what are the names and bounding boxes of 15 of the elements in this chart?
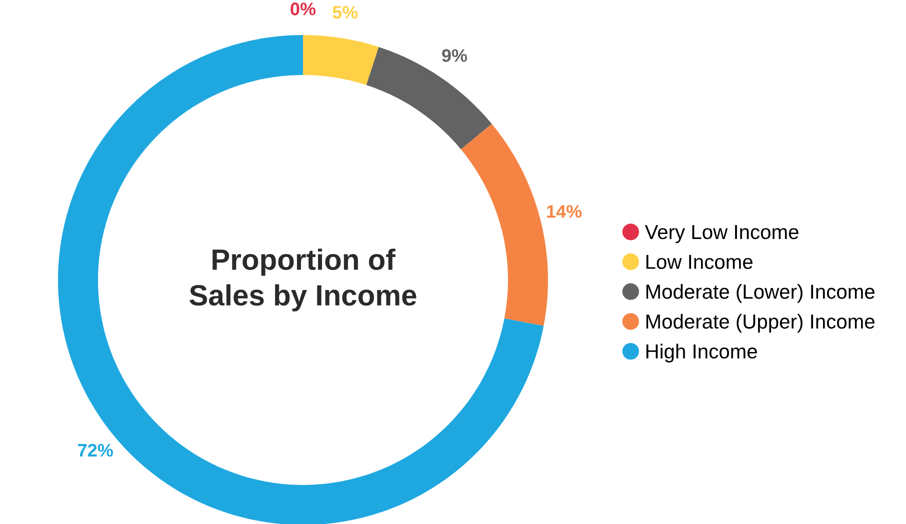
legend-label: Moderate (Lower) Income — [646, 284, 874, 303]
donut-slice — [58, 35, 544, 524]
legend-label: Low Income — [646, 254, 752, 269]
donut-slice — [460, 124, 548, 326]
data-label: 72% — [78, 444, 113, 457]
text: Proportion of Sales by Income — [190, 248, 416, 312]
text: 0% — [290, 2, 316, 16]
donut-slice — [366, 46, 492, 150]
data-label: 9% — [442, 49, 468, 62]
legend-label: Very Low Income — [644, 225, 798, 244]
data-label: 5% — [332, 6, 358, 19]
legend-label: Moderate (Upper) Income — [646, 314, 874, 333]
donut-slice — [303, 35, 379, 86]
data-label: 14% — [547, 205, 582, 218]
legend-label: High Income — [646, 344, 757, 363]
